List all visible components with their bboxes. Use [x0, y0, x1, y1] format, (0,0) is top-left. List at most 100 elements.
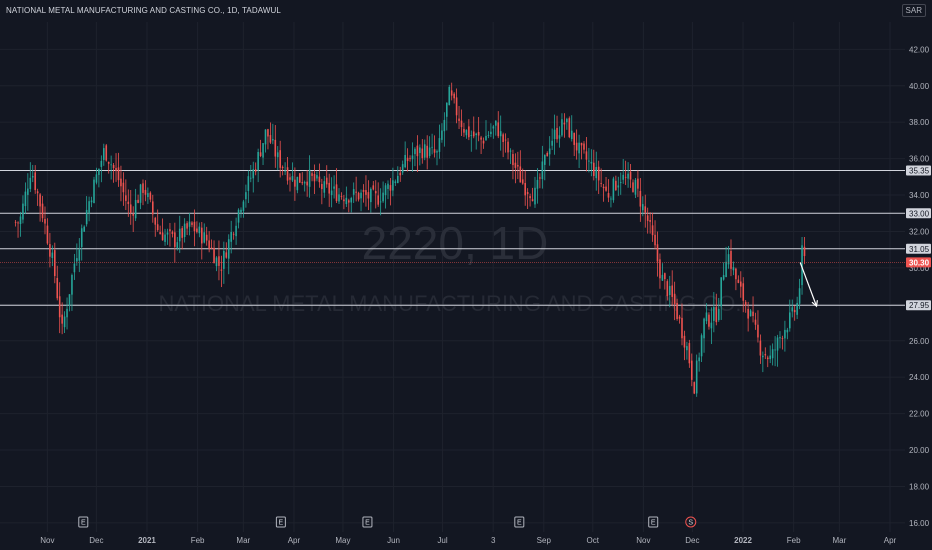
candle	[668, 275, 671, 308]
price-axis[interactable]: 16.0018.0020.0022.0024.0026.0028.0030.00…	[906, 45, 931, 528]
candle	[575, 129, 578, 160]
candle-body	[610, 198, 612, 200]
watermark-symbol: 2220, 1D	[362, 217, 549, 269]
candle-body	[404, 154, 406, 168]
candle-body	[411, 155, 414, 160]
y-tick-label-10: 36.00	[909, 155, 930, 164]
candle	[98, 168, 100, 188]
candle-body	[360, 192, 362, 199]
candle	[249, 164, 252, 183]
candle-body	[514, 162, 517, 168]
candle	[710, 307, 713, 345]
candle-body	[673, 293, 676, 305]
candle-body	[578, 142, 580, 154]
candle	[308, 155, 311, 198]
candle-body	[382, 192, 384, 202]
candle-body	[791, 307, 794, 312]
candle	[14, 220, 17, 227]
y-tick-label-1: 18.00	[909, 482, 930, 491]
candle	[281, 165, 284, 176]
candle-body	[509, 150, 512, 152]
time-axis[interactable]: Nov Dec 2021 Feb Mar Apr May Jun Jul 3 Sep Oct Nov De…	[40, 536, 896, 545]
split-marker-5[interactable]	[685, 516, 697, 528]
candle-body	[423, 144, 426, 158]
candle-body	[490, 131, 492, 135]
horizontal-levels[interactable]	[0, 169, 905, 306]
candle-body	[122, 182, 125, 193]
earnings-marker-0[interactable]	[78, 516, 89, 528]
candle-body	[22, 203, 24, 220]
candle	[423, 139, 426, 161]
candle	[286, 157, 289, 185]
candle-body	[536, 179, 539, 189]
candle	[445, 102, 448, 131]
candle	[227, 234, 230, 275]
candle-body	[458, 118, 460, 121]
earnings-marker-3[interactable]	[514, 516, 525, 528]
candle-body	[289, 177, 291, 180]
candle-body	[573, 132, 575, 145]
level-label-3: 27.95	[909, 301, 930, 310]
candle	[419, 144, 421, 166]
candle	[509, 148, 512, 164]
candle-body	[85, 209, 88, 225]
candle	[122, 172, 125, 206]
candle-body	[188, 221, 191, 227]
candle	[769, 345, 771, 364]
candle	[399, 166, 402, 182]
earnings-marker-2[interactable]	[362, 516, 373, 528]
candle-body	[372, 185, 375, 190]
candle-body	[627, 173, 629, 179]
chart-title: NATIONAL METAL MANUFACTURING AND CASTING…	[6, 6, 281, 15]
candle	[499, 115, 502, 151]
candle-body	[556, 127, 558, 140]
candle-body	[595, 167, 598, 179]
candle-body	[61, 314, 63, 324]
candle-body	[512, 154, 514, 166]
earnings-marker-4[interactable]	[648, 516, 659, 528]
candle-body	[566, 118, 568, 123]
candle-body	[686, 346, 688, 351]
candle	[396, 166, 399, 184]
y-tick-label-11: 38.00	[909, 118, 930, 127]
candle-body	[171, 231, 174, 234]
candle	[203, 223, 206, 244]
candle	[752, 296, 754, 323]
candle	[666, 279, 669, 301]
candle-body	[590, 161, 593, 164]
earnings-marker-1[interactable]	[275, 516, 286, 528]
candle	[492, 124, 495, 139]
level-label-1: 33.00	[909, 209, 930, 218]
y-tick-label-7: 30.00	[909, 264, 930, 273]
candle	[507, 137, 509, 160]
candle	[747, 301, 749, 332]
candle-body	[296, 176, 299, 191]
candle	[298, 173, 301, 183]
candle-body	[262, 143, 264, 158]
candle	[607, 179, 610, 203]
candle	[700, 333, 703, 363]
candle	[232, 231, 235, 240]
candle-body	[453, 93, 455, 99]
candle	[651, 212, 654, 242]
candle	[551, 128, 553, 151]
currency-button[interactable]: SAR	[901, 4, 926, 17]
candle-body	[615, 180, 617, 191]
candle	[210, 239, 213, 250]
candle-body	[115, 168, 117, 171]
candle	[389, 178, 392, 206]
y-tick-label-3: 22.00	[909, 410, 930, 419]
candle-body	[450, 90, 453, 96]
candle	[561, 113, 563, 137]
candle-body	[51, 252, 54, 258]
candle	[566, 117, 568, 130]
candle-body	[732, 267, 735, 271]
candle	[71, 273, 73, 311]
candle	[142, 179, 144, 206]
candle	[490, 123, 492, 138]
candle	[443, 112, 446, 147]
candle	[722, 262, 725, 281]
candle-body	[632, 182, 634, 192]
